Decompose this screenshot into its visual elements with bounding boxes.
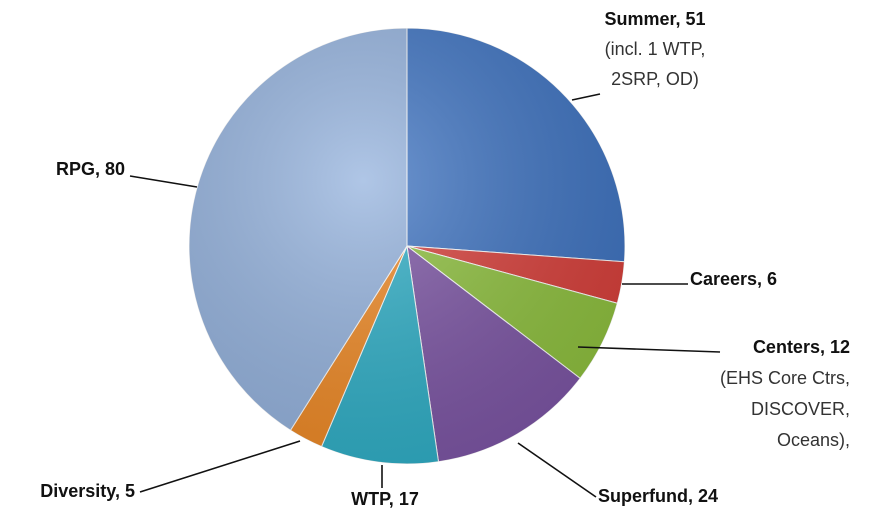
slice-label: Diversity, 5 [40, 481, 135, 501]
leader-line [139, 440, 301, 493]
slice [406, 27, 626, 263]
slice-label: Centers, 12 [753, 337, 850, 357]
slice-label: Superfund, 24 [598, 486, 718, 506]
slice-note: 2SRP, OD) [611, 69, 699, 89]
slice-note: Oceans), [777, 430, 850, 450]
leader-line [517, 442, 597, 498]
slice-note: DISCOVER, [751, 399, 850, 419]
labels: Summer, 51 (incl. 1 WTP, 2SRP, OD) Careers,… [40, 9, 850, 509]
slice-label: RPG, 80 [56, 159, 125, 179]
slice-label: Summer, 51 [604, 9, 705, 29]
slice-label: WTP, 17 [351, 489, 419, 509]
slice-label: Careers, 6 [690, 269, 777, 289]
slice-note: (EHS Core Ctrs, [720, 368, 850, 388]
slice-note: (incl. 1 WTP, [605, 39, 706, 59]
pie [188, 27, 626, 465]
leader-line [571, 93, 601, 101]
leader-line [129, 175, 198, 188]
leader-line [577, 346, 721, 353]
